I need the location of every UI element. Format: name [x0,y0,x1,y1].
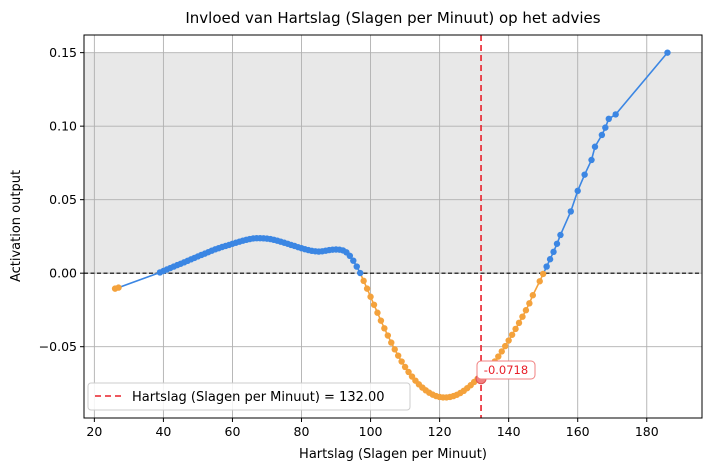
data-point [384,332,392,339]
data-point [391,346,398,353]
x-tick-label: 180 [635,424,659,439]
y-tick-label: −0.05 [39,339,77,354]
data-point [598,131,606,139]
data-point [550,248,557,256]
data-point [512,325,519,333]
data-point [502,342,509,350]
data-point [360,277,367,285]
x-ticks: 20 40 60 80 100 120 140 160 180 [86,418,659,439]
axes-frame [83,34,703,419]
x-tick-label: 100 [359,424,383,439]
plot-background [84,35,702,418]
data-point [612,111,619,118]
x-tick-label: 140 [497,424,521,439]
data-point [557,231,564,239]
y-tick-label: 0.05 [49,192,77,207]
series-segment [570,190,579,213]
data-point [529,292,537,299]
data-point [519,313,526,320]
data-point [367,293,374,300]
y-axis-title: Activation output [9,170,24,282]
x-tick-label: 120 [428,424,452,439]
data-point [539,270,547,278]
x-tick-label: 160 [566,424,590,439]
legend-entry: Hartslag (Slagen per Minuut) = 132.00 [132,390,385,405]
data-point [553,240,561,247]
data-point [350,257,357,264]
y-tick-label: 0.10 [49,119,77,134]
data-point [505,337,512,344]
shaded-region [84,52,702,274]
data-point [381,325,388,332]
data-point [374,309,381,316]
legend: Hartslag (Slagen per Minuut) = 132.00 [87,382,411,411]
data-point [581,171,588,178]
data-point [388,339,395,346]
data-point [346,252,354,260]
x-tick-label: 60 [225,424,241,439]
series-segment [614,51,669,116]
data-point [605,115,612,123]
data-point [495,353,502,360]
x-axis-title: Hartslag (Slagen per Minuut) [299,447,487,462]
data-point [588,156,595,164]
data-point [370,301,378,308]
data-point [401,363,409,371]
data-point [526,300,533,307]
data-point [546,256,554,263]
y-ticks: −0.05 0.00 0.05 0.10 0.15 [39,45,84,354]
series-points [111,49,671,401]
data-point [405,368,412,376]
data-point [394,352,402,359]
data-point [664,49,671,56]
series-segment [117,271,161,289]
data-point [522,307,530,314]
data-point [567,208,575,215]
data-point [353,263,360,270]
y-tick-label: 0.00 [49,266,77,281]
data-point [115,284,122,291]
y-tick-label: 0.15 [49,45,77,60]
annotation-box [476,360,536,380]
data-point [363,285,371,292]
data-point [398,358,405,365]
data-point [591,143,599,150]
annotation-label: -0.0718 [484,363,528,377]
data-point [357,269,364,277]
x-tick-label: 80 [294,424,310,439]
data-point [508,331,516,338]
legend-box [87,382,411,411]
chart-title: Invloed van Hartslag (Slagen per Minuut)… [185,9,600,27]
x-tick-label: 20 [86,424,102,439]
data-point [377,317,385,324]
series-segment [559,210,572,236]
data-point [515,319,523,327]
data-point [543,263,550,270]
data-point [602,124,609,131]
value-annotation: -0.0718 [476,360,536,380]
data-point [574,187,581,195]
data-point [498,348,505,355]
x-tick-label: 40 [155,424,171,439]
data-point [536,278,543,285]
